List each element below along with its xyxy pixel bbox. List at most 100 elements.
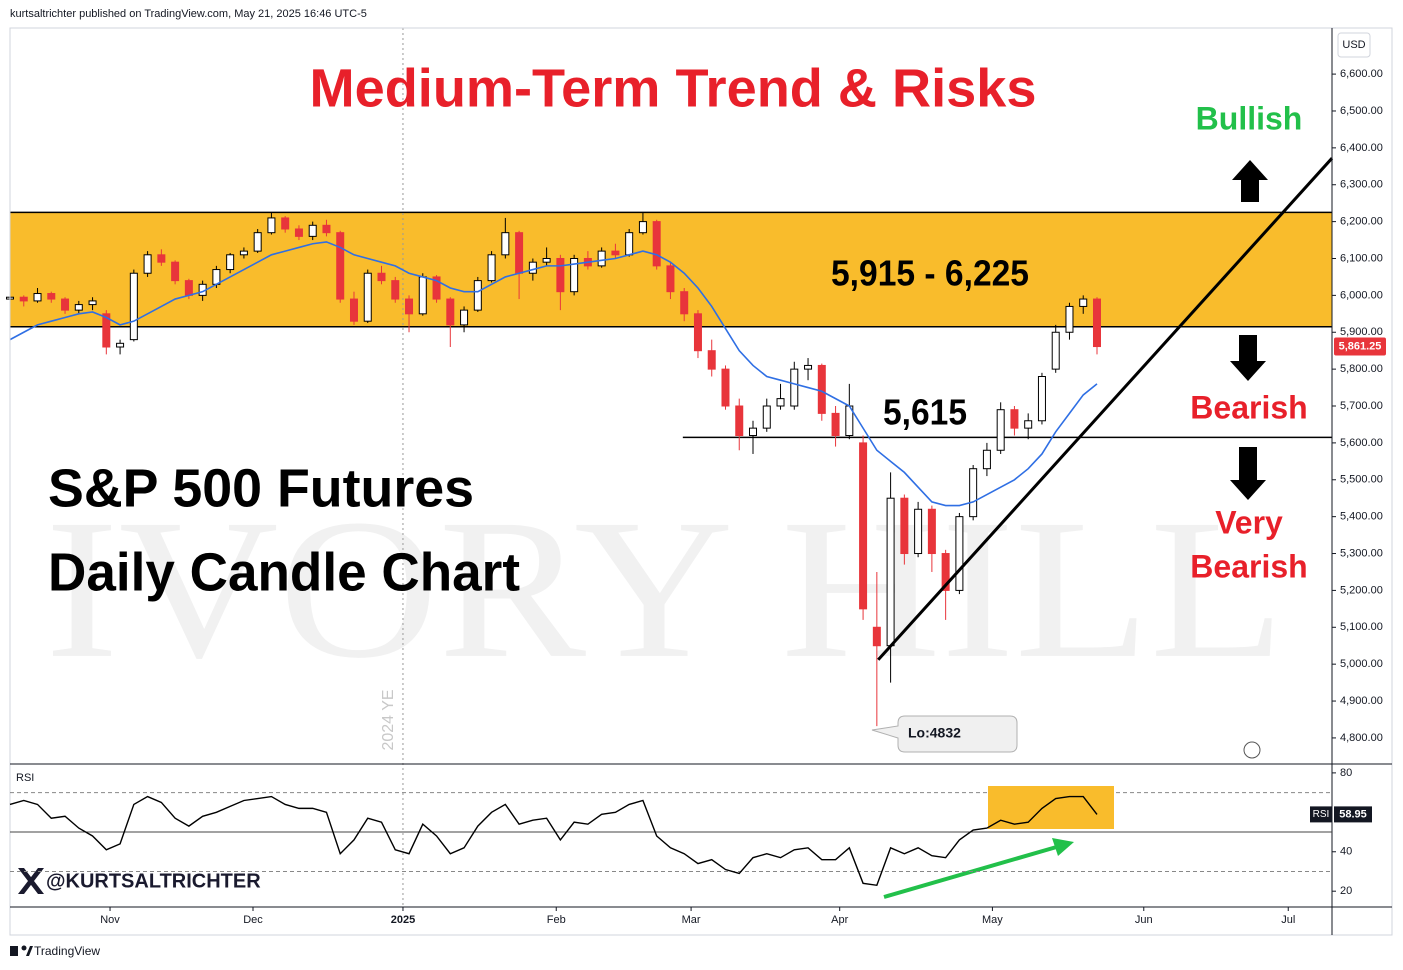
candle-body bbox=[460, 309, 469, 326]
y-tick-label: 6,600.00 bbox=[1340, 68, 1383, 80]
candle-body bbox=[941, 553, 950, 591]
candle-body bbox=[405, 298, 414, 315]
chart-title: Medium-Term Trend & Risks bbox=[310, 58, 1037, 118]
candle-body bbox=[666, 265, 675, 293]
currency: USD bbox=[1342, 39, 1365, 51]
low-annotation: Lo:4832 bbox=[908, 725, 961, 741]
signal-label: Bullish bbox=[1196, 100, 1303, 136]
signal-label: Very bbox=[1215, 504, 1283, 540]
candle-body bbox=[707, 350, 716, 370]
candle-body bbox=[625, 232, 634, 256]
y-tick-label: 6,100.00 bbox=[1340, 252, 1383, 264]
candle-body bbox=[611, 250, 620, 256]
y-tick-label: 5,900.00 bbox=[1340, 326, 1383, 338]
support-label: 5,615 bbox=[883, 392, 967, 433]
candle-body bbox=[1092, 298, 1101, 348]
y-tick-label: 6,400.00 bbox=[1340, 142, 1383, 154]
last-price-label: 5,861.25 bbox=[1339, 340, 1382, 352]
x-tick-label: Jul bbox=[1281, 914, 1295, 926]
icon[interactable] bbox=[1243, 741, 1261, 759]
candle-body bbox=[1079, 298, 1088, 307]
candle-body bbox=[116, 342, 125, 348]
candle-body bbox=[487, 254, 496, 282]
subtitle: Daily Candle Chart bbox=[48, 542, 520, 602]
candle-body bbox=[102, 313, 111, 348]
candle-body bbox=[184, 280, 193, 296]
arrow-down bbox=[1230, 447, 1266, 500]
candle-body bbox=[528, 261, 537, 274]
candle-body bbox=[349, 298, 358, 322]
candle-body bbox=[790, 368, 799, 407]
candle-body bbox=[308, 224, 317, 237]
x-tick-label: Jun bbox=[1135, 914, 1153, 926]
footer: TradingView bbox=[34, 944, 100, 958]
x-tick-label: Apr bbox=[831, 914, 848, 926]
candle-body bbox=[969, 468, 978, 518]
y-tick-label: 4,900.00 bbox=[1340, 695, 1383, 707]
candle-body bbox=[817, 364, 826, 414]
y-tick-label: 5,700.00 bbox=[1340, 400, 1383, 412]
candle-body bbox=[61, 298, 70, 311]
candle-body bbox=[1024, 420, 1033, 429]
candle-body bbox=[74, 304, 83, 311]
candle-body bbox=[982, 449, 991, 470]
candle-body bbox=[762, 405, 771, 429]
arrow-down bbox=[1230, 335, 1266, 381]
candle-body bbox=[776, 398, 785, 407]
candle-body bbox=[171, 261, 180, 282]
signal-label: Bearish bbox=[1190, 548, 1307, 584]
candle-body bbox=[432, 276, 441, 300]
subtitle: S&P 500 Futures bbox=[48, 458, 474, 518]
rsi-name-tag bbox=[1310, 806, 1332, 823]
candle-body bbox=[501, 232, 510, 256]
rsi-line bbox=[9, 795, 1098, 887]
y-tick-label: 6,300.00 bbox=[1340, 179, 1383, 191]
rsi-tick-label: 20 bbox=[1340, 885, 1352, 897]
x-tick-label: Mar bbox=[682, 914, 701, 926]
candle-body bbox=[88, 300, 97, 306]
moving-average bbox=[9, 241, 1098, 507]
last-price-tag bbox=[1334, 337, 1386, 356]
candle-body bbox=[1010, 409, 1019, 429]
arrow-up bbox=[1232, 160, 1268, 202]
candle-body bbox=[253, 232, 262, 252]
candle-body bbox=[129, 272, 138, 341]
candle-body bbox=[996, 409, 1005, 451]
candle-body bbox=[1065, 305, 1074, 333]
y-tick-label: 5,000.00 bbox=[1340, 658, 1383, 670]
tv-logo bbox=[10, 945, 33, 956]
x-tick-label: Nov bbox=[100, 914, 120, 926]
candle-body bbox=[47, 293, 56, 300]
x-tick-label: Feb bbox=[547, 914, 566, 926]
rsi-highlight bbox=[988, 786, 1114, 829]
candle-body bbox=[294, 228, 303, 237]
candle-body bbox=[336, 232, 345, 300]
candle-body bbox=[33, 293, 42, 302]
x-tick-label: May bbox=[982, 914, 1003, 926]
candle-body bbox=[281, 217, 290, 230]
rsi-title: RSI bbox=[16, 772, 34, 784]
y-tick-label: 6,000.00 bbox=[1340, 289, 1383, 301]
x-tick-label: 2025 bbox=[391, 914, 415, 926]
candle-body bbox=[735, 405, 744, 437]
candle-body bbox=[515, 232, 524, 274]
header: kurtsaltrichter published on TradingView… bbox=[10, 8, 367, 20]
currency-box[interactable] bbox=[1337, 32, 1371, 58]
candle-body bbox=[749, 427, 758, 437]
zone-label: 5,915 - 6,225 bbox=[831, 253, 1029, 294]
handle: @KURTSALTRICHTER bbox=[46, 870, 261, 892]
y-tick-label: 5,400.00 bbox=[1340, 511, 1383, 523]
candle-body bbox=[680, 291, 689, 315]
plot: 5,915 - 6,225 2024 YE 5,615 Lo:4832 bbox=[6, 28, 1334, 905]
candle-body bbox=[597, 250, 606, 267]
candle-body bbox=[226, 254, 235, 271]
candle-body bbox=[804, 364, 813, 370]
candle-body bbox=[886, 497, 895, 647]
watermark: IVORY HILL bbox=[45, 479, 1285, 700]
y-tick-label: 4,800.00 bbox=[1340, 732, 1383, 744]
candle-body bbox=[831, 412, 840, 437]
y-tick-label: 6,200.00 bbox=[1340, 216, 1383, 228]
candle-body bbox=[1037, 376, 1046, 422]
